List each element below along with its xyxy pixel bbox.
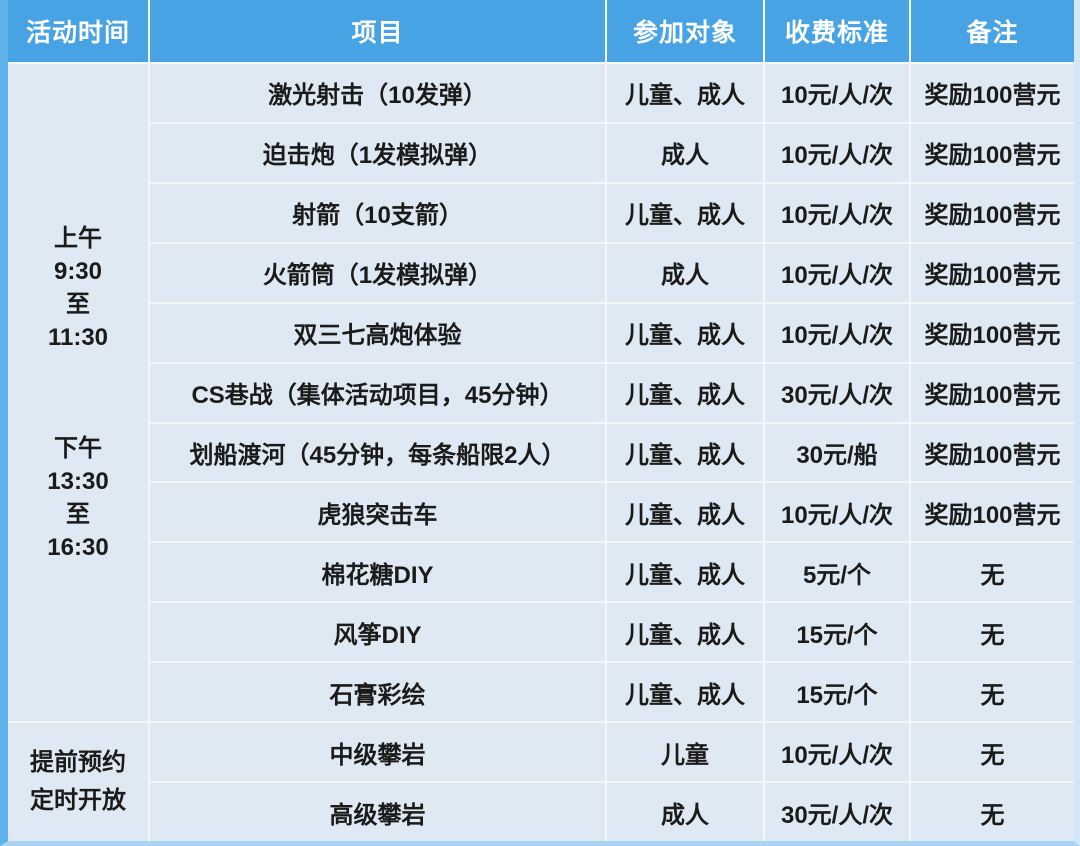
col-header-remark: 备注 <box>911 0 1074 62</box>
table-grid: 活动时间 项目 参加对象 收费标准 备注 上午 9:30 至 11:30 下午 … <box>8 0 1074 841</box>
fee-cell: 10元/人/次 <box>765 723 909 782</box>
time-line: 9:30 <box>53 257 103 285</box>
fee-cell: 10元/人/次 <box>765 64 909 122</box>
remark-cell: 奖励100营元 <box>911 64 1074 122</box>
participants-cell: 儿童、成人 <box>607 183 763 242</box>
project-cell: 虎狼突击车 <box>150 483 605 542</box>
project-cell: 高级攀岩 <box>150 783 605 841</box>
fee-cell: 10元/人/次 <box>765 303 909 362</box>
project-cell: 火箭筒（1发模拟弹） <box>150 243 605 302</box>
fee-cell: 30元/船 <box>765 423 909 482</box>
time-line: 11:30 <box>47 323 109 351</box>
project-cell: 双三七高炮体验 <box>150 303 605 362</box>
participants-cell: 儿童、成人 <box>607 663 763 722</box>
project-cell: 中级攀岩 <box>150 723 605 782</box>
project-cell: 风筝DIY <box>150 603 605 662</box>
remark-cell: 奖励100营元 <box>911 243 1074 302</box>
project-cell: 石膏彩绘 <box>150 663 605 722</box>
project-cell: 棉花糖DIY <box>150 543 605 602</box>
participants-cell: 儿童、成人 <box>607 603 763 662</box>
remark-cell: 无 <box>911 663 1074 722</box>
fee-cell: 30元/人/次 <box>765 363 909 422</box>
remark-cell: 奖励100营元 <box>911 123 1074 182</box>
participants-cell: 儿童 <box>607 723 763 782</box>
fee-cell: 15元/个 <box>765 603 909 662</box>
remark-cell: 奖励100营元 <box>911 423 1074 482</box>
remark-cell: 无 <box>911 723 1074 782</box>
remark-cell: 奖励100营元 <box>911 483 1074 542</box>
participants-cell: 成人 <box>607 783 763 841</box>
time-cell-day-session: 上午 9:30 至 11:30 下午 13:30 至 16:30 <box>8 64 148 722</box>
time-block-morning: 上午 9:30 至 11:30 <box>48 222 108 354</box>
participants-cell: 儿童、成人 <box>607 363 763 422</box>
participants-cell: 成人 <box>607 243 763 302</box>
remark-cell: 奖励100营元 <box>911 183 1074 242</box>
participants-cell: 儿童、成人 <box>607 423 763 482</box>
time-line: 提前预约 <box>30 749 126 777</box>
project-cell: 迫击炮（1发模拟弹） <box>150 123 605 182</box>
fee-cell: 10元/人/次 <box>765 183 909 242</box>
col-header-activity-time: 活动时间 <box>8 0 148 62</box>
fee-cell: 30元/人/次 <box>765 783 909 841</box>
participants-cell: 成人 <box>607 123 763 182</box>
participants-cell: 儿童、成人 <box>607 483 763 542</box>
time-line: 至 <box>66 290 90 318</box>
project-cell: CS巷战（集体活动项目，45分钟） <box>150 363 605 422</box>
time-block-booking: 提前预约 定时开放 <box>30 744 126 820</box>
time-line: 至 <box>65 500 90 528</box>
col-header-participants: 参加对象 <box>607 0 763 62</box>
project-cell: 激光射击（10发弹） <box>150 64 605 122</box>
time-block-afternoon: 下午 13:30 至 16:30 <box>47 432 108 564</box>
time-line: 13:30 <box>47 467 109 495</box>
participants-cell: 儿童、成人 <box>607 64 763 122</box>
fee-cell: 10元/人/次 <box>765 243 909 302</box>
participants-cell: 儿童、成人 <box>607 543 763 602</box>
col-header-fee: 收费标准 <box>765 0 909 62</box>
col-header-project: 项目 <box>150 0 605 62</box>
fee-cell: 5元/个 <box>765 543 909 602</box>
time-cell-booking: 提前预约 定时开放 <box>8 723 148 841</box>
remark-cell: 奖励100营元 <box>911 363 1074 422</box>
fee-cell: 15元/个 <box>765 663 909 722</box>
time-line: 上午 <box>54 224 102 252</box>
project-cell: 划船渡河（45分钟，每条船限2人） <box>150 423 605 482</box>
fee-cell: 10元/人/次 <box>765 483 909 542</box>
remark-cell: 无 <box>911 783 1074 841</box>
project-cell: 射箭（10支箭） <box>150 183 605 242</box>
fee-cell: 10元/人/次 <box>765 123 909 182</box>
remark-cell: 无 <box>911 543 1074 602</box>
time-line: 下午 <box>53 434 102 462</box>
time-line: 16:30 <box>47 533 109 561</box>
remark-cell: 奖励100营元 <box>911 303 1074 362</box>
time-line: 定时开放 <box>30 787 126 815</box>
remark-cell: 无 <box>911 603 1074 662</box>
participants-cell: 儿童、成人 <box>607 303 763 362</box>
